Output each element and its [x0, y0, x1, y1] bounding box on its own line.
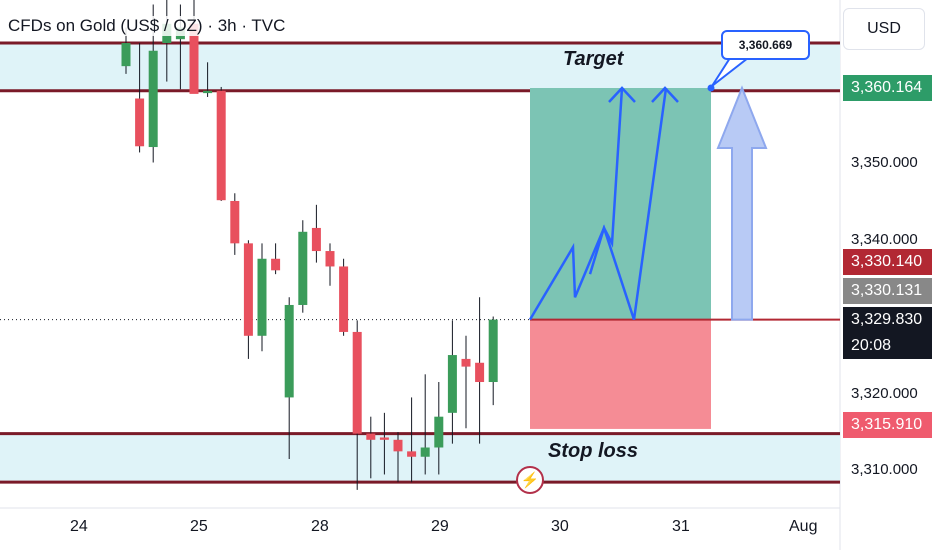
chart-title: CFDs on Gold (US$ / OZ) · 3h · TVC	[8, 16, 286, 36]
candle-body	[189, 23, 199, 94]
target-price-label: 3,360.164	[843, 75, 932, 101]
x-tick-label: 25	[190, 518, 208, 535]
candle-body	[284, 304, 294, 398]
candle-body	[379, 437, 389, 440]
callout-anchor	[707, 84, 715, 92]
candle-body	[121, 43, 131, 67]
y-tick-label: 3,310.000	[851, 461, 918, 478]
x-tick-label: 29	[431, 518, 449, 535]
candle-body	[352, 331, 362, 434]
candle-body	[216, 90, 226, 201]
projection-path	[528, 87, 668, 321]
bar-countdown-label: 20:08	[843, 333, 932, 359]
stop-price-label: 3,315.910	[843, 412, 932, 438]
target-zone-label: Target	[563, 48, 624, 70]
candle-body	[434, 416, 444, 448]
candle-body	[257, 258, 267, 336]
candle-body	[271, 258, 281, 271]
x-tick-label: Aug	[789, 518, 818, 535]
candle-body	[298, 231, 308, 305]
loss-box	[530, 319, 711, 429]
x-tick-label: 30	[551, 518, 569, 535]
candle-body	[325, 251, 335, 267]
candle-body	[461, 358, 471, 367]
x-tick-label: 28	[311, 518, 329, 535]
price-label-level-b: 3,330.131	[843, 278, 932, 304]
candle-body	[243, 243, 253, 336]
candle-body	[488, 319, 498, 383]
lightning-icon[interactable]: ⚡	[516, 466, 544, 494]
candle-body	[420, 447, 430, 457]
candle-body	[148, 50, 158, 148]
up-arrow-icon	[716, 85, 768, 321]
candle-body	[230, 200, 240, 244]
candle-body	[311, 227, 321, 252]
candle-body	[393, 439, 403, 452]
candle-body	[339, 266, 349, 332]
candle-body	[447, 355, 457, 413]
x-tick-label: 31	[672, 518, 690, 535]
projection-path-secondary	[588, 87, 624, 275]
last-price-label: 3,329.830	[843, 307, 932, 333]
candle-body	[475, 362, 485, 383]
projection-arrow-head	[651, 86, 679, 103]
candle-body	[135, 98, 145, 147]
stop-zone-fill	[0, 433, 840, 483]
y-tick-label: 3,340.000	[851, 231, 918, 248]
target-callout[interactable]: 3,360.669	[721, 30, 810, 60]
candle-body	[366, 433, 376, 440]
y-tick-label: 3,320.000	[851, 385, 918, 402]
candle-body	[407, 451, 417, 457]
candle-body	[203, 90, 213, 94]
price-label-level-a: 3,330.140	[843, 249, 932, 275]
currency-button[interactable]: USD	[843, 8, 925, 50]
x-tick-label: 24	[70, 518, 88, 535]
y-tick-label: 3,350.000	[851, 154, 918, 171]
stop-zone-label: Stop loss	[548, 440, 639, 462]
